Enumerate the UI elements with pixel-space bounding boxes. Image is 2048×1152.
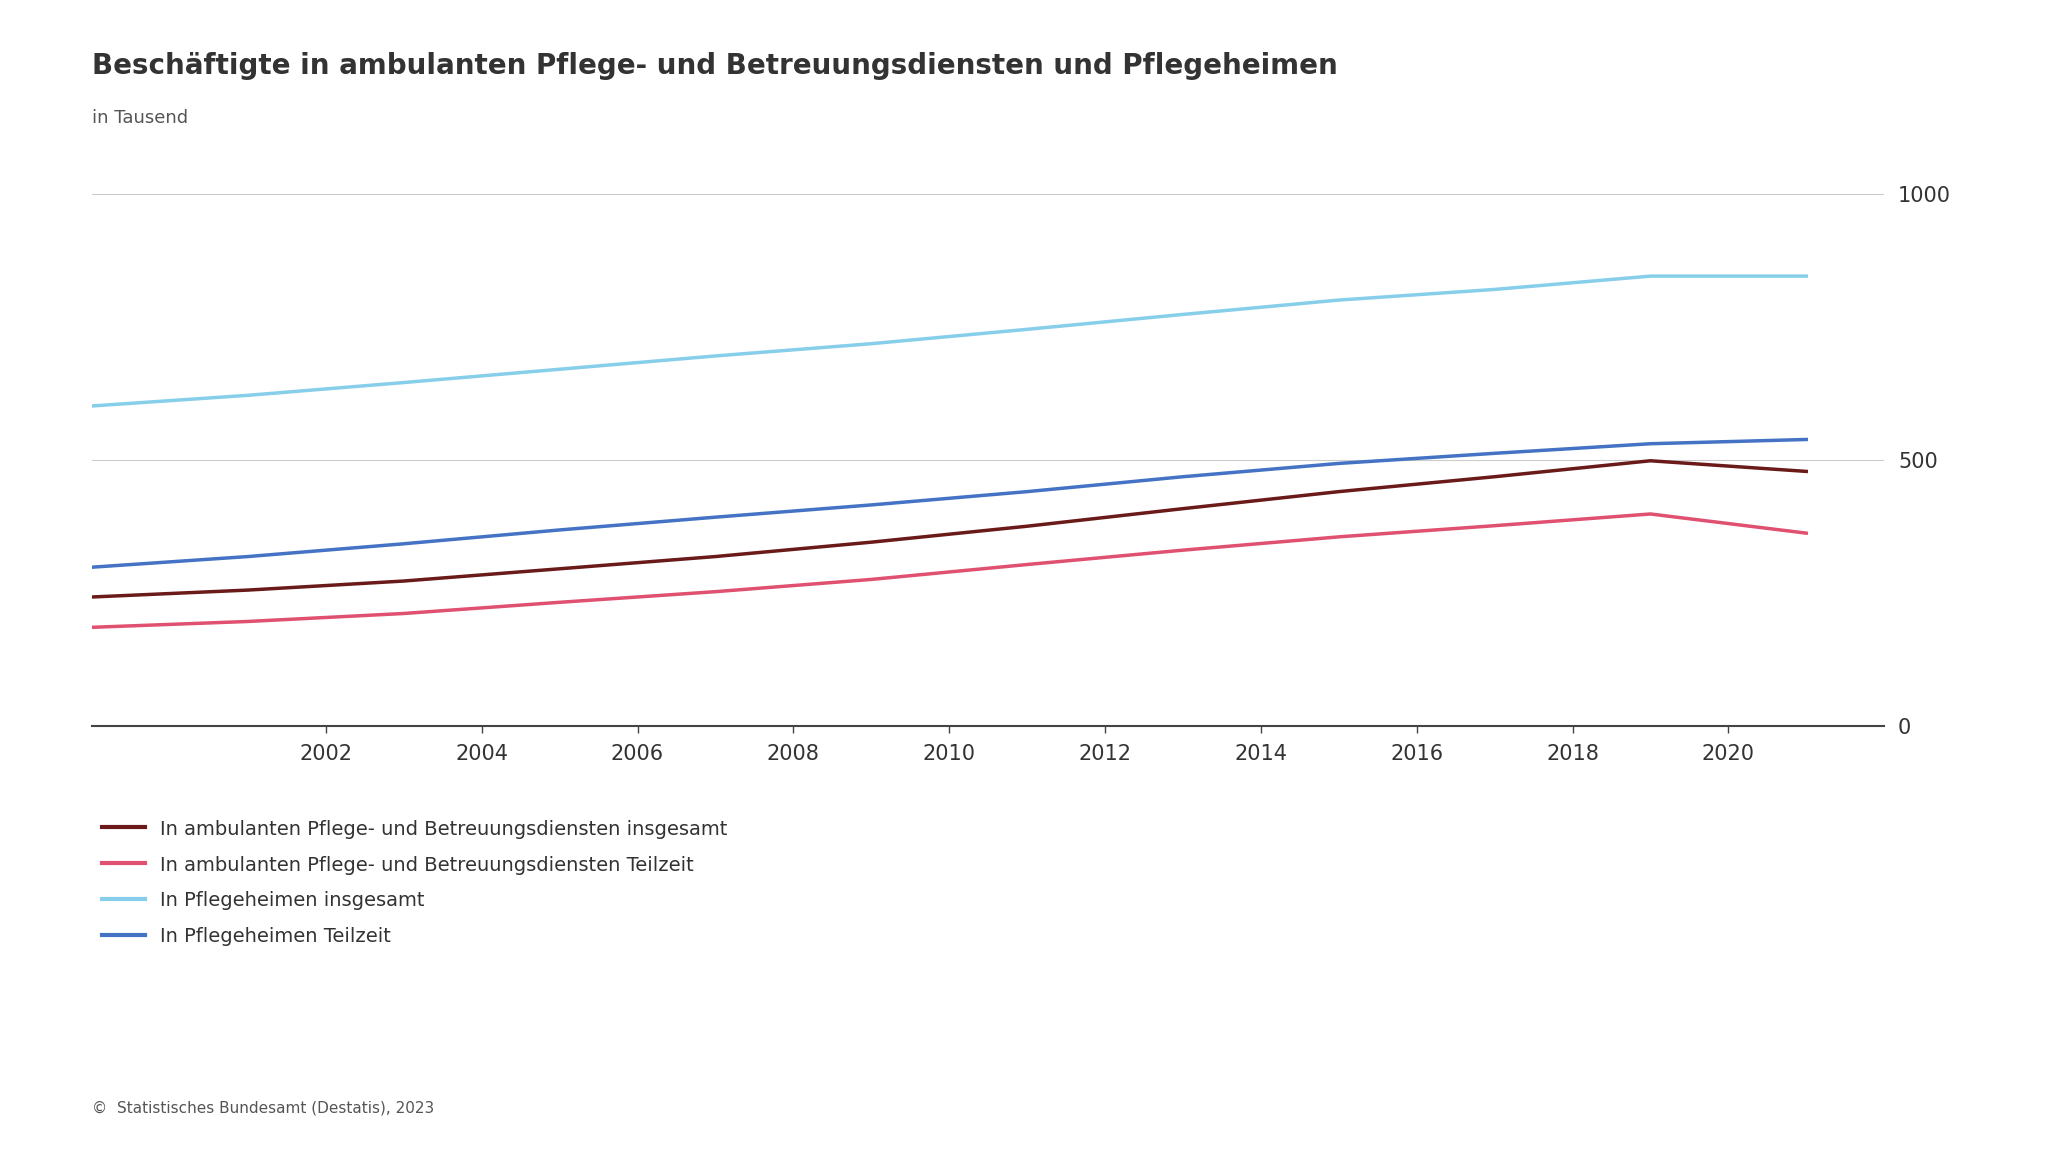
Text: Beschäftigte in ambulanten Pflege- und Betreuungsdiensten und Pflegeheimen: Beschäftigte in ambulanten Pflege- und B… — [92, 52, 1337, 79]
Text: ©  Statistisches Bundesamt (Destatis), 2023: © Statistisches Bundesamt (Destatis), 20… — [92, 1100, 434, 1115]
Legend: In ambulanten Pflege- und Betreuungsdiensten insgesamt, In ambulanten Pflege- un: In ambulanten Pflege- und Betreuungsdien… — [102, 819, 727, 946]
Text: in Tausend: in Tausend — [92, 109, 188, 128]
